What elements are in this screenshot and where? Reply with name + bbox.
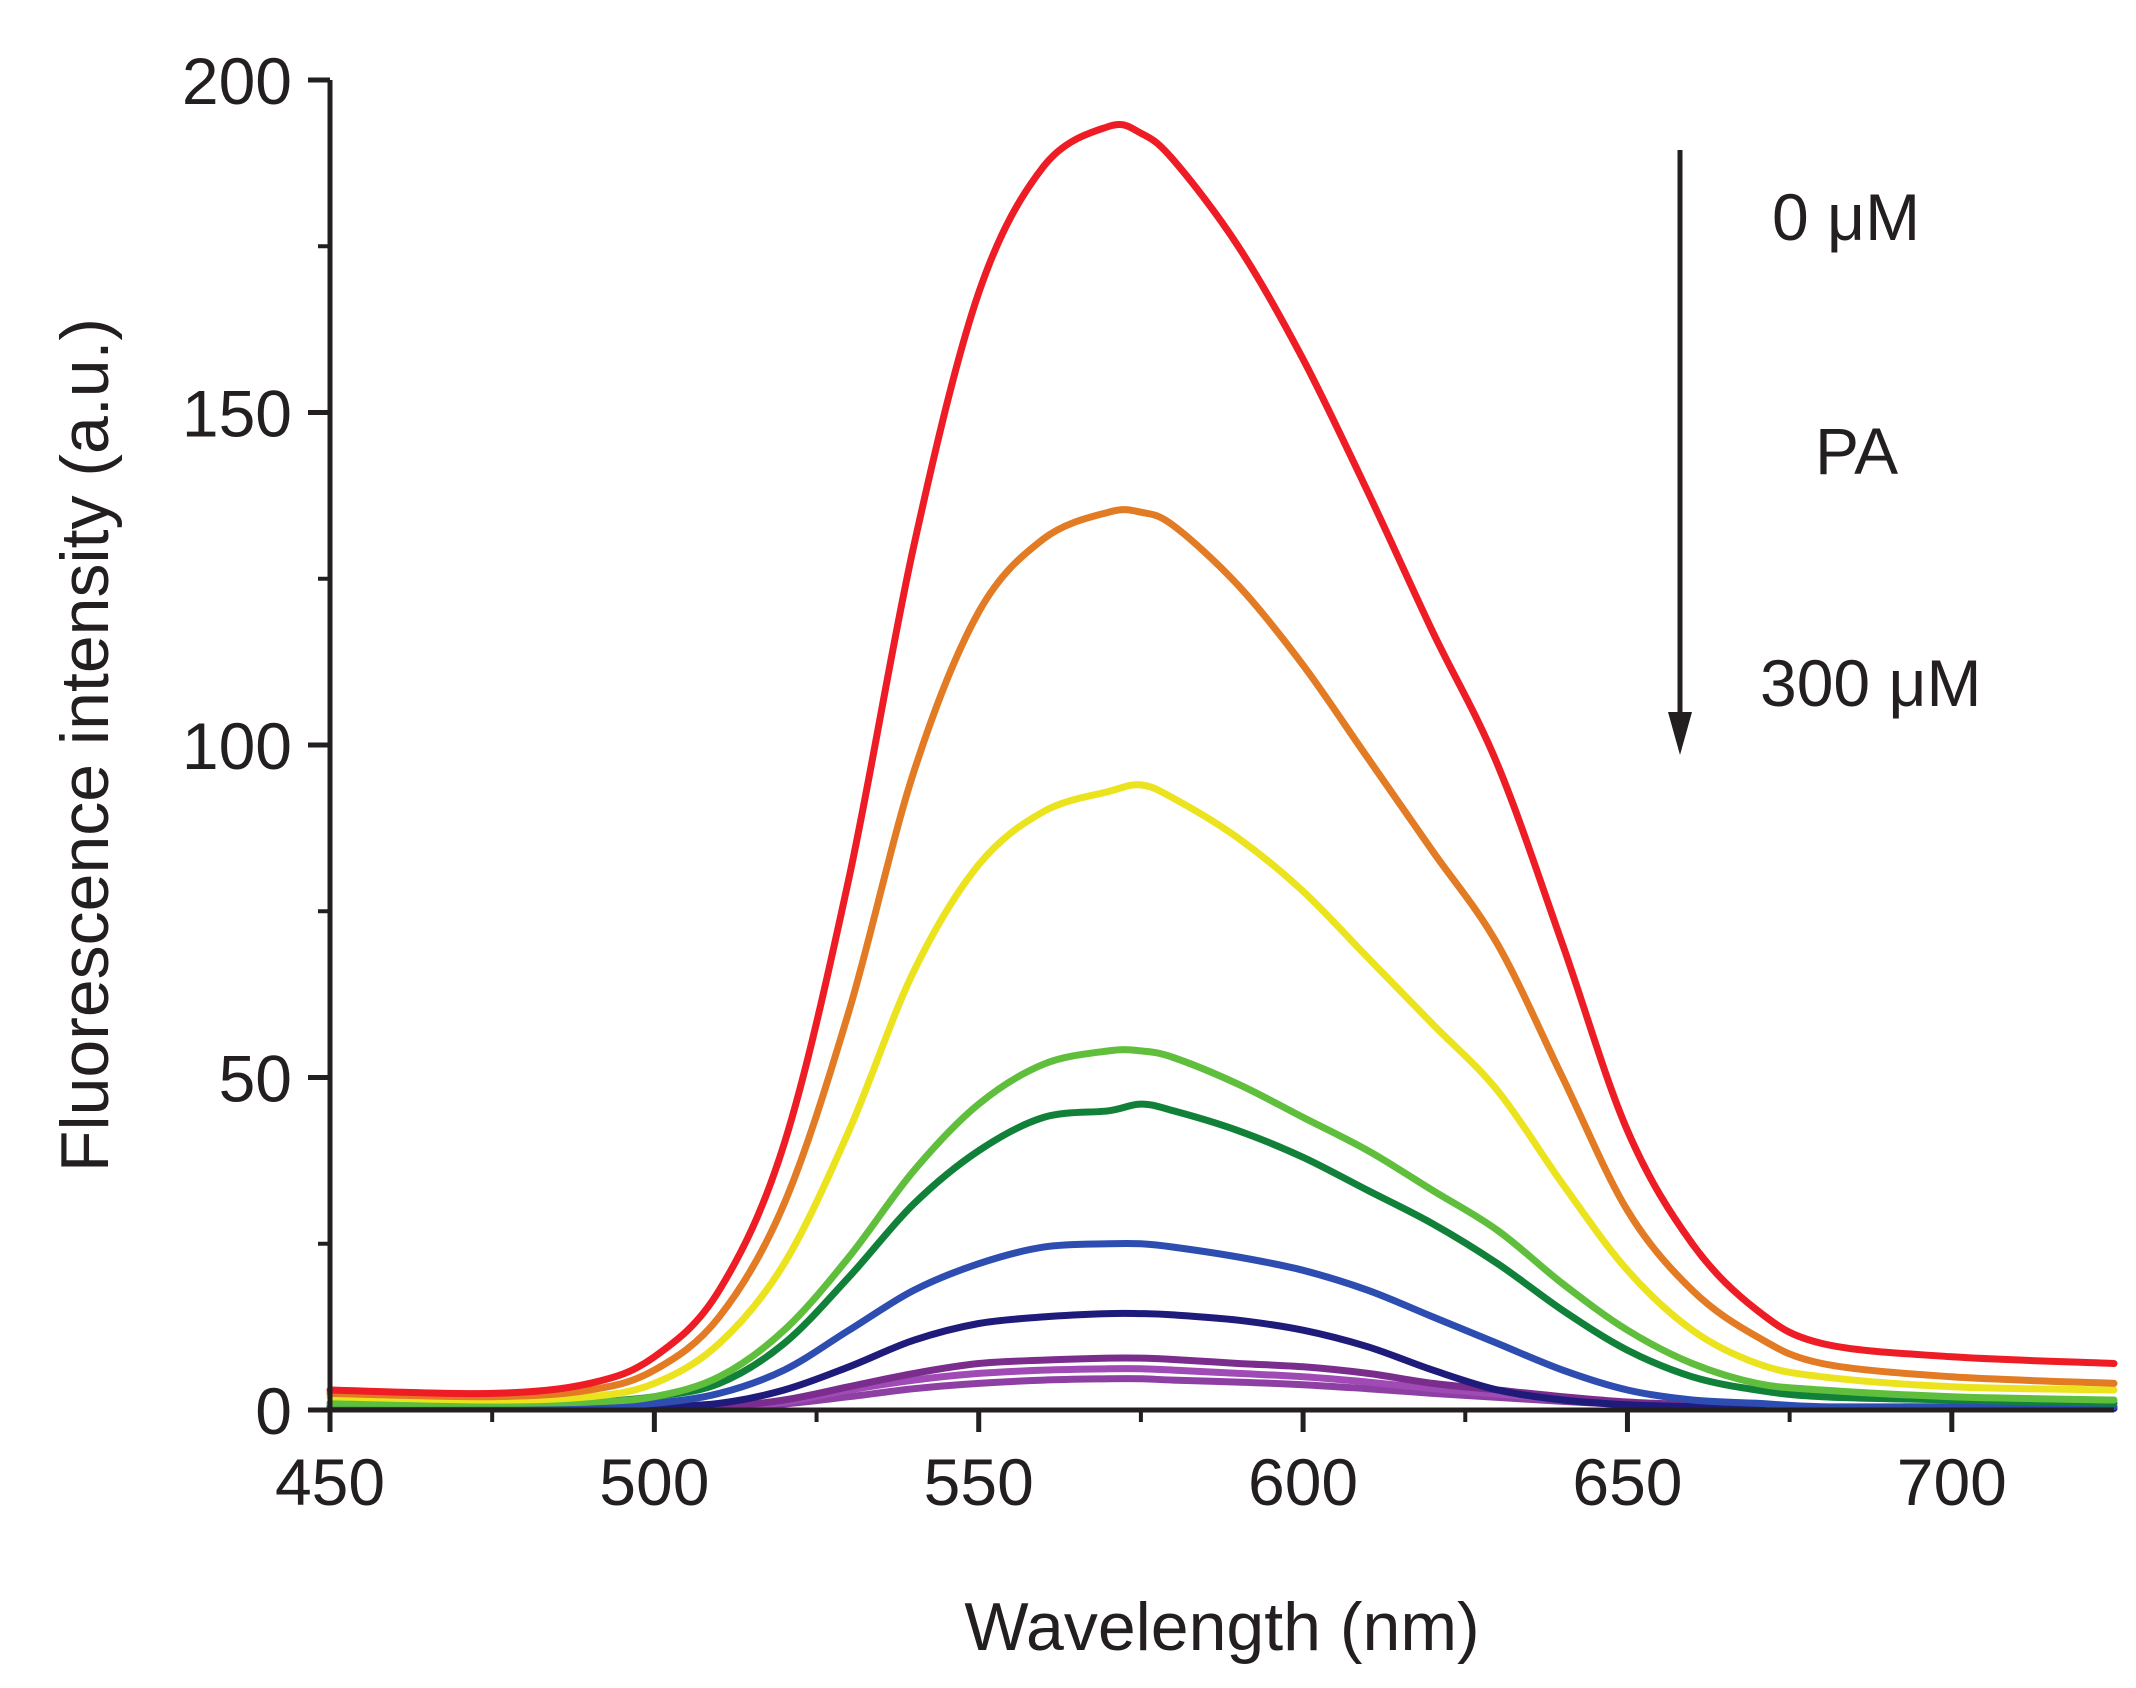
y-axis-title: Fluorescence intensity (a.u.) (47, 318, 123, 1172)
x-tick-label: 700 (1897, 1445, 2007, 1519)
annotation-start: 0 μM (1772, 180, 1920, 254)
series-line-4 (326, 1046, 2118, 1407)
y-tick-label: 100 (182, 709, 292, 783)
concentration-annotation: 0 μM PA 300 μM (1668, 150, 1981, 755)
y-tick-label: 50 (219, 1042, 292, 1116)
annotation-analyte: PA (1815, 414, 1898, 488)
axes (327, 80, 2114, 1413)
y-tick-label: 0 (255, 1374, 292, 1448)
series-line-2 (326, 506, 2118, 1401)
annotation-end: 300 μM (1760, 646, 1981, 720)
x-tick-label: 600 (1248, 1445, 1358, 1519)
series-line-5 (326, 1100, 2118, 1407)
direction-arrow-head (1668, 712, 1692, 755)
x-tick-label: 550 (924, 1445, 1034, 1519)
series-line-7 (326, 1309, 2118, 1412)
x-tick-label: 450 (275, 1445, 385, 1519)
x-tick-label: 650 (1572, 1445, 1682, 1519)
series-line-1 (326, 120, 2118, 1398)
series-line-6 (326, 1239, 2118, 1411)
ticks: 450 500 550 600 650 700 0 50 100 150 200 (182, 44, 2007, 1519)
series-line-3 (326, 781, 2118, 1404)
x-tick-label: 500 (599, 1445, 709, 1519)
y-tick-label: 150 (182, 377, 292, 451)
y-tick-label: 200 (182, 44, 292, 118)
x-axis-title: Wavelength (nm) (964, 1589, 1479, 1665)
series-layer (326, 120, 2118, 1413)
